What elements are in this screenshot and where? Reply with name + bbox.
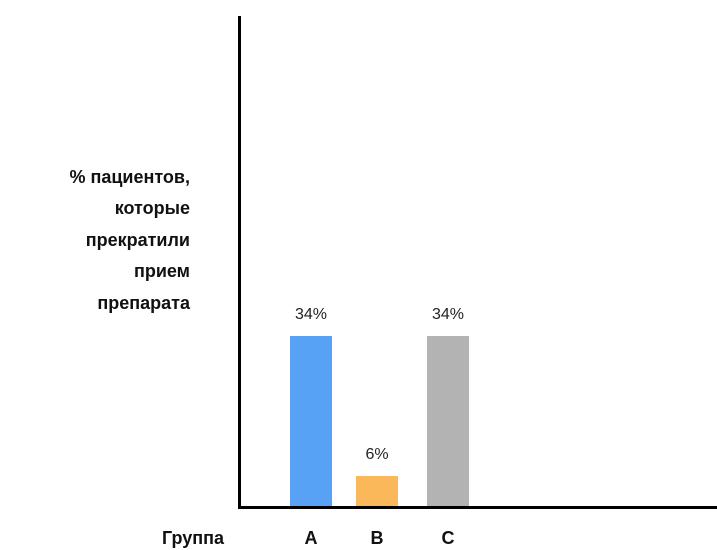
y-axis-label-line: прекратили — [86, 230, 190, 250]
x-tick-label: C — [442, 528, 455, 548]
y-axis-label-line: прием — [134, 261, 190, 281]
y-axis-label-line: препарата — [97, 293, 191, 313]
x-axis-label: Группа — [162, 528, 225, 548]
y-axis-label: % пациентов, которые прекратили прием пр… — [69, 167, 191, 313]
bars-group: 34% 6% 34% — [290, 306, 469, 506]
data-label: 34% — [295, 306, 327, 323]
data-label: 6% — [365, 446, 388, 463]
bar-a — [290, 336, 332, 506]
bar-c — [427, 336, 469, 506]
bar-b — [356, 476, 398, 506]
x-tick-label: A — [305, 528, 318, 548]
data-label: 34% — [432, 306, 464, 323]
x-tick-labels: A B C — [305, 528, 455, 548]
y-axis-label-line: % пациентов, — [69, 167, 190, 187]
y-axis-label-line: которые — [115, 198, 190, 218]
x-tick-label: B — [371, 528, 384, 548]
